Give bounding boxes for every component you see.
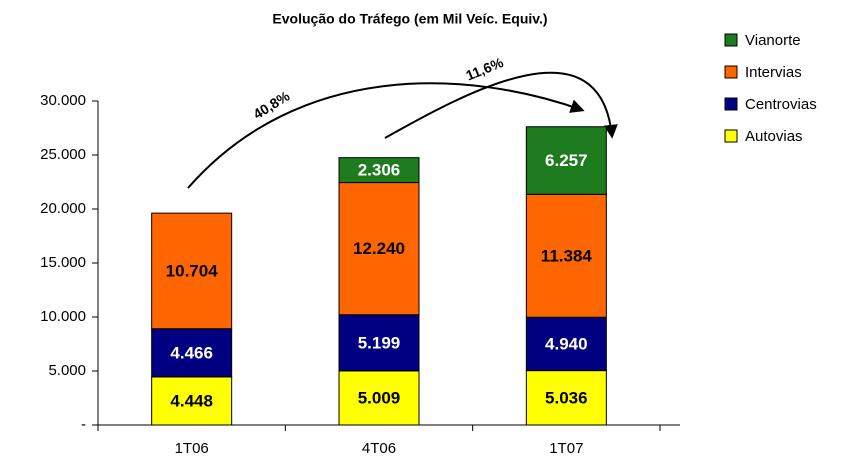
value-label: 5.036 — [545, 388, 588, 407]
x-tick-label: 1T07 — [549, 440, 583, 457]
y-tick-label: 5.000 — [48, 362, 86, 379]
value-label: 4.448 — [170, 391, 213, 410]
legend-swatch — [724, 97, 738, 111]
legend-swatch — [724, 65, 738, 79]
value-label: 4.940 — [545, 334, 588, 353]
value-label: 5.199 — [358, 333, 401, 352]
y-tick-label: 25.000 — [40, 146, 86, 163]
legend-swatch — [724, 129, 738, 143]
bar-segment — [525, 193, 607, 318]
value-label: 6.257 — [545, 151, 588, 170]
growth-arrow — [384, 71, 618, 139]
value-label: 2.306 — [358, 161, 401, 180]
value-label: 10.704 — [166, 261, 219, 280]
legend-label: Intervias — [745, 64, 802, 81]
bar-segment — [338, 157, 420, 184]
bar-segment — [151, 376, 233, 426]
value-label: 5.009 — [358, 388, 401, 407]
bar-segment — [338, 314, 420, 372]
annotation: 40,8% — [250, 87, 293, 122]
bar-segment — [525, 316, 607, 372]
bar-segment — [338, 182, 420, 316]
legend-label: Centrovias — [745, 96, 817, 113]
x-tick-label: 1T06 — [175, 440, 209, 457]
x-tick-label: 4T06 — [362, 440, 396, 457]
y-tick-label: 15.000 — [40, 254, 86, 271]
legend-label: Vianorte — [745, 32, 801, 49]
bar-segment — [338, 370, 420, 426]
bar-segment — [151, 328, 233, 378]
legend-label: Autovias — [745, 128, 803, 145]
bar-segment — [151, 212, 233, 330]
y-tick-label: 20.000 — [40, 200, 86, 217]
value-label: 11.384 — [541, 246, 593, 265]
y-tick-label: - — [81, 416, 86, 433]
y-tick-label: 30.000 — [40, 92, 86, 109]
growth-arrow — [187, 82, 585, 189]
value-label: 4.466 — [170, 343, 213, 362]
legend-swatch — [724, 33, 738, 47]
value-label: 12.240 — [353, 239, 405, 258]
bar-segment — [525, 370, 607, 426]
y-tick-label: 10.000 — [40, 308, 86, 325]
annotation: 11,6% — [463, 54, 506, 84]
chart-title: Evolução do Tráfego (em Mil Veíc. Equiv.… — [272, 11, 547, 27]
bar-segment — [525, 126, 607, 195]
